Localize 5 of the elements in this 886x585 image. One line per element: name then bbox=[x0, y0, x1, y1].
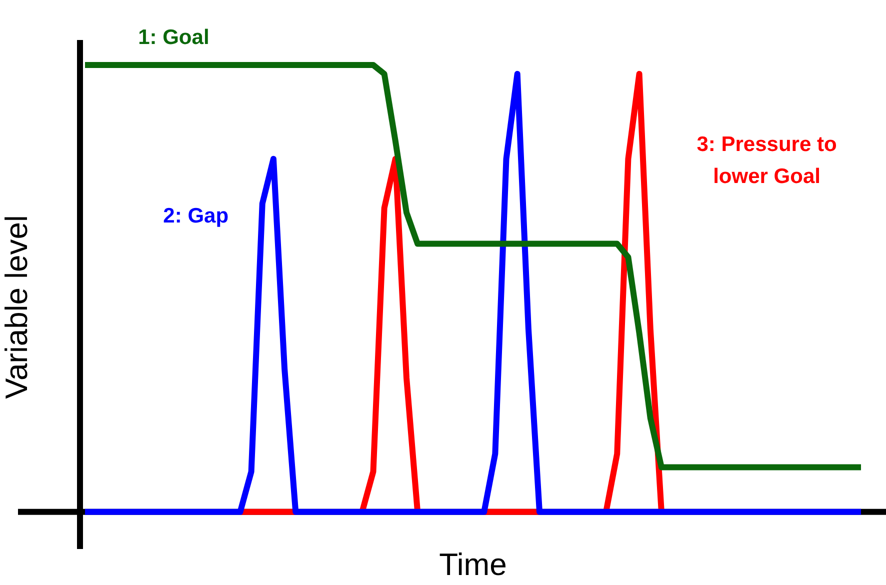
series-label: 1: Goal bbox=[138, 26, 210, 49]
x-axis-title: Time bbox=[439, 546, 507, 582]
y-axis-title: Variable level bbox=[0, 215, 34, 399]
text: 3: Pressure to lower Goal bbox=[696, 133, 837, 188]
series-label: 2: Gap bbox=[163, 204, 229, 228]
